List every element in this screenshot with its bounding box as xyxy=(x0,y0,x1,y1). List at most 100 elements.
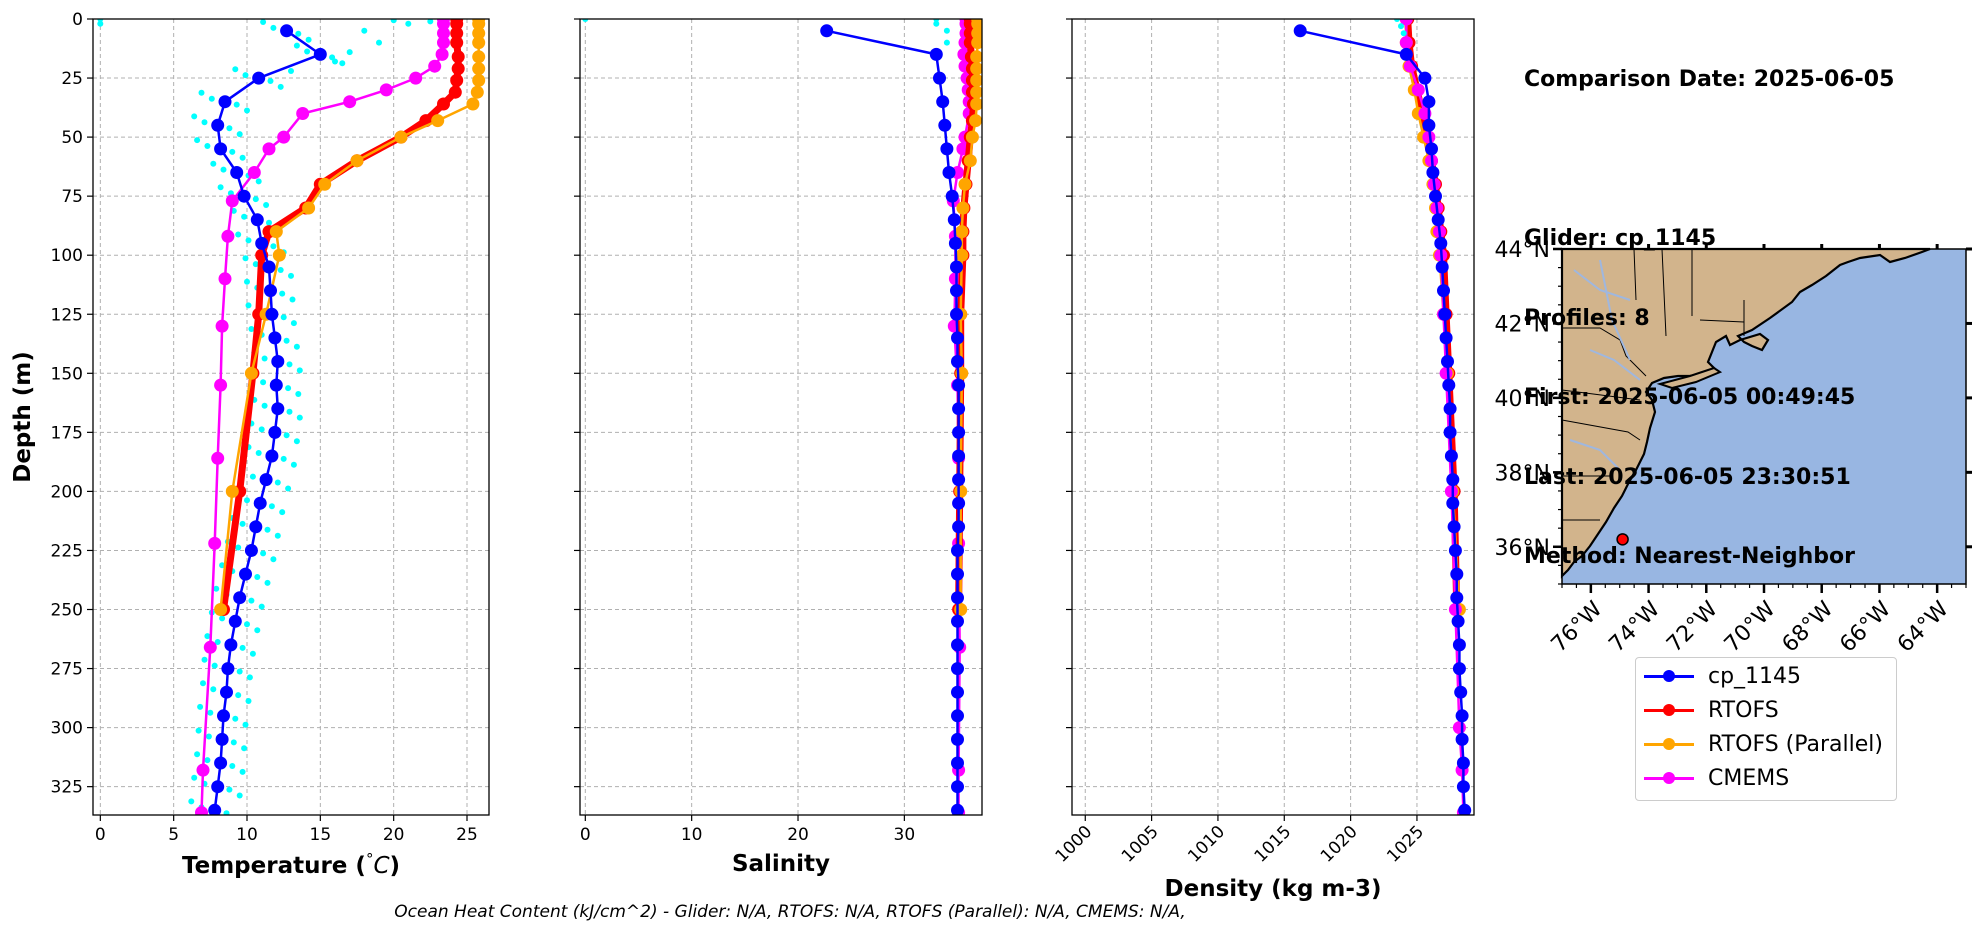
series-point-cmems xyxy=(247,166,261,179)
series-point-glider xyxy=(1439,331,1453,345)
series-point-glider xyxy=(1443,402,1457,416)
series-point-glider xyxy=(1431,213,1445,227)
series-point-glider xyxy=(1443,425,1457,439)
x-tick-label: 1010 xyxy=(1184,822,1229,867)
raw-point xyxy=(242,255,249,262)
series-point-glider xyxy=(268,331,282,345)
series-point-cmems xyxy=(221,229,235,243)
raw-point xyxy=(261,402,268,409)
series-point-rtofs_parallel xyxy=(472,26,486,40)
series-point-cmems xyxy=(218,272,232,286)
series-point-cmems xyxy=(1399,36,1413,50)
raw-point xyxy=(208,95,215,102)
raw-point xyxy=(252,196,259,203)
ocean-heat-content-footer: Ocean Heat Content (kJ/cm^2) - Glider: N… xyxy=(394,902,1186,922)
series-point-glider xyxy=(951,780,964,794)
raw-point xyxy=(200,680,206,687)
series-point-rtofs_parallel xyxy=(472,73,486,87)
first-time: First: 2025-06-05 00:49:45 xyxy=(1524,385,1856,410)
method: Method: Nearest-Neighbor xyxy=(1524,544,1855,569)
raw-point xyxy=(293,42,300,49)
map-lat-label: 38°N xyxy=(1495,461,1550,486)
raw-point xyxy=(236,131,243,138)
series-point-rtofs_parallel xyxy=(302,201,316,215)
y-tick-label: 25 xyxy=(61,69,83,89)
raw-point xyxy=(249,650,256,657)
series-point-glider xyxy=(942,166,956,179)
depth-ylabel: Depth (m) xyxy=(10,351,36,483)
raw-point xyxy=(390,19,397,24)
series-point-glider xyxy=(820,24,834,38)
raw-point xyxy=(230,739,237,746)
series-point-glider xyxy=(952,425,966,439)
series-point-rtofs_parallel xyxy=(350,154,364,168)
series-point-cmems xyxy=(215,319,229,333)
series-point-rtofs_parallel xyxy=(956,201,970,215)
rivers xyxy=(1569,259,1641,471)
map-lon-label: 68°W xyxy=(1778,597,1839,658)
y-tick-label: 100 xyxy=(51,246,83,266)
series-point-rtofs xyxy=(450,73,464,87)
legend-item-rtofs-parallel: RTOFS (Parallel) xyxy=(1644,729,1883,759)
series-point-glider xyxy=(951,756,964,770)
raw-point xyxy=(245,698,252,704)
series-point-rtofs_parallel xyxy=(472,50,486,64)
raw-point xyxy=(280,455,287,462)
raw-point xyxy=(188,798,195,805)
series-point-rtofs_parallel xyxy=(955,225,969,239)
series-point-rtofs_parallel xyxy=(965,130,979,144)
series-point-glider xyxy=(952,520,966,534)
series-point-glider xyxy=(233,591,247,605)
series-point-glider xyxy=(280,24,294,38)
raw-point xyxy=(274,532,281,539)
raw-point xyxy=(239,768,246,775)
series-point-rtofs_parallel xyxy=(272,248,286,262)
raw-point xyxy=(245,237,252,244)
temperature-axes-frame xyxy=(92,18,490,816)
temperature-series xyxy=(195,19,486,815)
raw-point xyxy=(288,68,294,74)
raw-point xyxy=(274,479,281,486)
series-point-rtofs_parallel xyxy=(431,114,445,128)
density-axes-frame xyxy=(1071,18,1475,816)
series-point-glider xyxy=(951,638,964,652)
density-grid xyxy=(1072,18,1474,815)
density-ticks: 1000 1005 1010 1015 1020 1025 xyxy=(1052,18,1428,867)
series-point-glider xyxy=(1434,236,1448,250)
series-point-glider xyxy=(224,638,238,652)
map-lat-label: 36°N xyxy=(1495,536,1550,561)
salinity-series xyxy=(582,19,982,815)
raw-point xyxy=(295,30,302,37)
series-point-glider xyxy=(217,709,230,723)
series-point-glider xyxy=(951,544,964,557)
series-point-glider xyxy=(249,520,263,534)
series-point-glider xyxy=(1441,355,1454,368)
y-tick-label: 75 xyxy=(61,187,83,207)
raw-point xyxy=(232,66,239,73)
series-point-glider xyxy=(938,118,952,132)
temperature-xlabel: Temperature (°C) xyxy=(182,850,400,879)
map-lat-label: 40°N xyxy=(1495,387,1550,412)
series-point-glider xyxy=(950,307,963,321)
y-tick-label: 125 xyxy=(51,305,83,325)
raw-point xyxy=(244,107,250,114)
legend-item-rtofs: RTOFS xyxy=(1644,695,1779,725)
raw-point xyxy=(268,503,275,510)
series-point-glider xyxy=(951,614,964,628)
series-point-rtofs_parallel xyxy=(269,225,283,239)
series-point-glider xyxy=(1425,142,1438,156)
series-point-glider xyxy=(952,378,966,392)
series-point-glider xyxy=(265,449,279,463)
raw-point xyxy=(252,261,259,268)
y-tick-label: 275 xyxy=(51,660,83,680)
raw-point xyxy=(235,692,242,699)
density-xlabel: Density (kg m-3) xyxy=(1165,876,1382,902)
series-point-glider xyxy=(952,402,966,416)
series-point-rtofs_parallel xyxy=(225,484,239,498)
temperature-grid xyxy=(93,18,489,815)
raw-point xyxy=(260,379,267,386)
series-point-rtofs_parallel xyxy=(971,36,982,50)
raw-point xyxy=(226,125,233,132)
y-tick-label: 175 xyxy=(51,423,83,443)
map-lon-label: 72°W xyxy=(1662,597,1723,658)
